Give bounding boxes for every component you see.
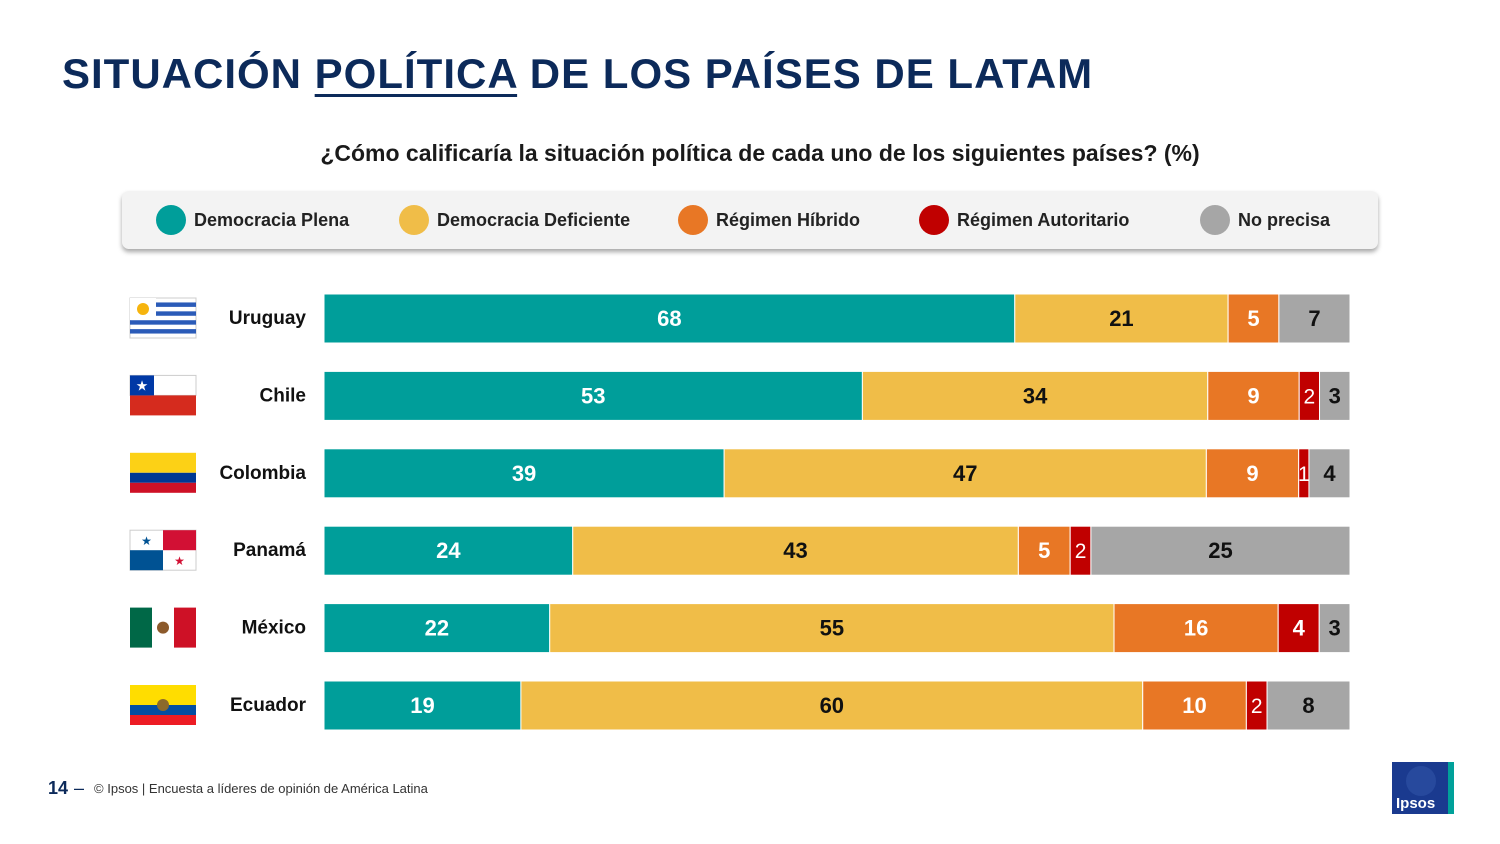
bar-segment — [1142, 680, 1247, 731]
data-label: 24 — [436, 538, 461, 563]
bar-segment — [1278, 293, 1351, 344]
legend-swatch-democracia-deficiente — [399, 205, 429, 235]
data-label: 9 — [1246, 461, 1258, 486]
data-label: 3 — [1328, 616, 1340, 641]
legend-label: Democracia Plena — [194, 209, 350, 230]
data-label: 3 — [1329, 383, 1341, 408]
ipsos-logo: Ipsos — [1392, 762, 1454, 814]
legend-label: Régimen Autoritario — [957, 209, 1130, 230]
legend-swatch-regimen-hibrido — [678, 205, 708, 235]
bar-segment — [1266, 680, 1351, 731]
bar-segment — [323, 370, 863, 421]
data-label: 39 — [512, 461, 536, 486]
data-label: 19 — [410, 693, 434, 718]
data-label: 43 — [783, 538, 807, 563]
data-label: 9 — [1247, 383, 1259, 408]
data-label: 60 — [820, 693, 844, 718]
data-label: 2 — [1075, 540, 1087, 563]
svg-text:★: ★ — [174, 554, 185, 568]
flag-colombia-icon — [130, 452, 196, 493]
bar-segment — [861, 370, 1209, 421]
data-label: 2 — [1251, 695, 1263, 718]
data-label: 34 — [1023, 383, 1048, 408]
legend-swatch-democracia-plena — [156, 205, 186, 235]
bar-segment — [1308, 448, 1351, 499]
data-label: 47 — [953, 461, 977, 486]
legend-item-democracia-plena: Democracia Plena — [156, 191, 349, 249]
legend-label: No precisa — [1238, 209, 1331, 230]
country-label: Panamá — [233, 540, 306, 561]
data-label: 7 — [1308, 306, 1320, 331]
bar-segment — [1014, 293, 1229, 344]
page-number: 14 — [48, 778, 69, 798]
data-label: 25 — [1208, 538, 1232, 563]
country-label: México — [242, 618, 306, 639]
flag-panama-icon: ★★ — [129, 529, 197, 571]
data-label: 53 — [581, 383, 605, 408]
bar-segment — [549, 603, 1115, 654]
flag-chile-icon: ★ — [129, 374, 197, 416]
bar-segment — [1090, 525, 1351, 576]
title-part-2: DE LOS PAÍSES DE LATAM — [517, 50, 1094, 97]
data-label: 8 — [1302, 693, 1314, 718]
flag-mexico-icon — [130, 607, 196, 648]
bar-segment — [1318, 603, 1351, 654]
flag-uruguay-icon — [129, 297, 197, 339]
bar-segment — [323, 293, 1016, 344]
legend-swatch-regimen-autoritario — [919, 205, 949, 235]
bar-segment — [323, 448, 725, 499]
data-label: 5 — [1247, 306, 1259, 331]
legend-item-no-precisa: No precisa — [1200, 191, 1330, 249]
legend-swatch-no-precisa — [1200, 205, 1230, 235]
bar-segment — [572, 525, 1019, 576]
legend-label: Régimen Híbrido — [716, 209, 861, 230]
bar-segment — [520, 680, 1144, 731]
data-label: 1 — [1298, 463, 1310, 486]
data-label: 21 — [1109, 306, 1133, 331]
data-label: 22 — [425, 616, 449, 641]
footer-dash: – — [74, 778, 85, 798]
country-label: Colombia — [219, 463, 306, 484]
data-label: 68 — [657, 306, 681, 331]
title-part-1: SITUACIÓN — [62, 50, 315, 97]
data-label: 10 — [1182, 693, 1206, 718]
bar-segment — [1319, 370, 1351, 421]
footer: 14 – © Ipsos | Encuesta a líderes de opi… — [48, 778, 428, 799]
bar-segment — [1017, 525, 1071, 576]
logo-emblem — [1406, 766, 1436, 796]
country-label: Uruguay — [229, 308, 307, 329]
data-label: 55 — [820, 616, 844, 641]
page-title: SITUACIÓN POLÍTICA DE LOS PAÍSES DE LATA… — [62, 50, 1093, 98]
footer-text: © Ipsos | Encuesta a líderes de opinión … — [94, 781, 428, 796]
bar-segment — [723, 448, 1207, 499]
bar-segment — [323, 603, 551, 654]
data-label: 5 — [1038, 538, 1050, 563]
data-label: 2 — [1304, 385, 1316, 408]
title-underlined-word: POLÍTICA — [314, 50, 518, 97]
bar-segment — [1205, 448, 1300, 499]
legend: Democracia Plena Democracia Deficiente R… — [122, 191, 1378, 249]
bar-segment — [323, 680, 522, 731]
legend-item-regimen-autoritario: Régimen Autoritario — [919, 191, 1129, 249]
logo-text: Ipsos — [1396, 795, 1436, 812]
bar-segment — [1277, 603, 1320, 654]
survey-question: ¿Cómo calificaría la situación política … — [320, 140, 1200, 166]
legend-item-democracia-deficiente: Democracia Deficiente — [399, 191, 630, 249]
country-label: Ecuador — [230, 695, 307, 716]
bar-segment — [1207, 370, 1300, 421]
data-label: 16 — [1184, 616, 1208, 641]
svg-text:★: ★ — [136, 377, 149, 393]
svg-text:★: ★ — [141, 534, 152, 548]
flag-ecuador-icon — [130, 685, 196, 725]
data-label: 4 — [1293, 616, 1306, 641]
bar-segment — [1227, 293, 1280, 344]
legend-label: Democracia Deficiente — [437, 209, 631, 230]
data-label: 4 — [1323, 461, 1336, 486]
bar-segment — [1113, 603, 1279, 654]
bar-segment — [323, 525, 574, 576]
legend-item-regimen-hibrido: Régimen Híbrido — [678, 191, 860, 249]
country-label: Chile — [260, 385, 306, 406]
